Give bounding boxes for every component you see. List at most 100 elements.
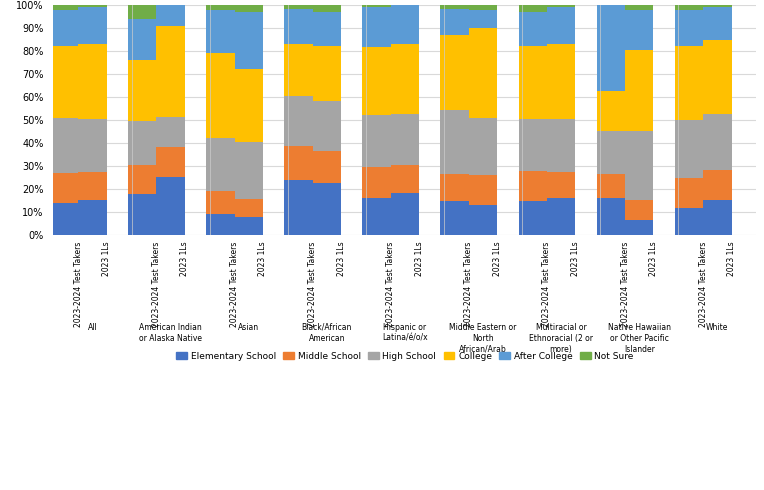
Bar (675, 120, 703, 177)
Bar (675, 5, 703, 9)
Bar (206, 5, 235, 9)
Bar (362, 167, 390, 197)
Bar (206, 139, 235, 192)
Bar (50, 173, 79, 203)
Bar (206, 192, 235, 215)
Bar (625, 131, 653, 200)
Bar (50, 118, 79, 173)
Bar (519, 201, 547, 235)
Bar (157, 147, 185, 177)
Bar (703, 40, 731, 114)
Bar (390, 5, 419, 45)
Bar (390, 45, 419, 114)
Bar (469, 205, 497, 235)
Bar (625, 200, 653, 220)
Bar (625, 10, 653, 50)
Bar (312, 5, 341, 12)
Bar (597, 174, 625, 197)
Bar (235, 12, 263, 69)
Bar (519, 12, 547, 46)
Bar (50, 47, 79, 118)
Text: White: White (706, 323, 729, 332)
Bar (519, 5, 547, 12)
Bar (362, 197, 390, 235)
Bar (235, 69, 263, 142)
Bar (128, 60, 157, 121)
Bar (79, 45, 107, 119)
Bar (469, 28, 497, 118)
Bar (390, 194, 419, 235)
Bar (128, 19, 157, 60)
Bar (469, 175, 497, 205)
Bar (312, 151, 341, 183)
Bar (79, 7, 107, 45)
Bar (235, 142, 263, 199)
Bar (547, 119, 575, 172)
Bar (547, 7, 575, 45)
Bar (440, 9, 469, 34)
Bar (362, 47, 390, 115)
Bar (128, 165, 157, 194)
Bar (235, 5, 263, 12)
Bar (519, 172, 547, 201)
Bar (469, 5, 497, 9)
Text: Middle Eastern or
North
African/Arab: Middle Eastern or North African/Arab (449, 323, 516, 354)
Bar (469, 118, 497, 175)
Bar (157, 177, 185, 235)
Bar (440, 201, 469, 235)
Bar (547, 172, 575, 198)
Bar (50, 203, 79, 235)
Bar (703, 5, 731, 7)
Bar (157, 26, 185, 117)
Text: Multiracial or
Ethnoracial (2 or
more): Multiracial or Ethnoracial (2 or more) (529, 323, 593, 354)
Bar (362, 5, 390, 7)
Bar (312, 12, 341, 46)
Bar (597, 130, 625, 174)
Bar (206, 215, 235, 235)
Bar (206, 53, 235, 139)
Bar (390, 166, 419, 194)
Bar (79, 172, 107, 200)
Bar (597, 197, 625, 235)
Text: Hispanic or
Latina/é/o/x: Hispanic or Latina/é/o/x (382, 323, 428, 343)
Bar (284, 96, 312, 147)
Bar (547, 45, 575, 119)
Bar (390, 114, 419, 166)
Bar (675, 47, 703, 120)
Bar (625, 220, 653, 235)
Bar (362, 7, 390, 47)
Bar (703, 200, 731, 235)
Bar (597, 91, 625, 130)
Bar (440, 110, 469, 173)
Bar (675, 9, 703, 47)
Bar (206, 9, 235, 53)
Bar (547, 5, 575, 7)
Bar (703, 170, 731, 200)
Text: All: All (88, 323, 97, 332)
Bar (128, 121, 157, 165)
Bar (312, 46, 341, 100)
Bar (469, 9, 497, 28)
Bar (362, 115, 390, 167)
Bar (703, 114, 731, 170)
Bar (440, 5, 469, 9)
Bar (79, 5, 107, 7)
Bar (703, 7, 731, 40)
Bar (157, 5, 185, 26)
Bar (547, 198, 575, 235)
Bar (675, 208, 703, 235)
Bar (675, 177, 703, 208)
Bar (625, 5, 653, 10)
Text: American Indian
or Alaska Native: American Indian or Alaska Native (139, 323, 202, 343)
Bar (235, 199, 263, 217)
Bar (128, 194, 157, 235)
Bar (79, 200, 107, 235)
Bar (235, 217, 263, 235)
Bar (79, 119, 107, 172)
Bar (284, 5, 312, 9)
Bar (284, 147, 312, 180)
Text: Native Hawaiian
or Other Pacific
Islander: Native Hawaiian or Other Pacific Islande… (607, 323, 671, 354)
Legend: Elementary School, Middle School, High School, College, After College, Not Sure: Elementary School, Middle School, High S… (173, 348, 637, 364)
Bar (519, 46, 547, 119)
Bar (284, 44, 312, 96)
